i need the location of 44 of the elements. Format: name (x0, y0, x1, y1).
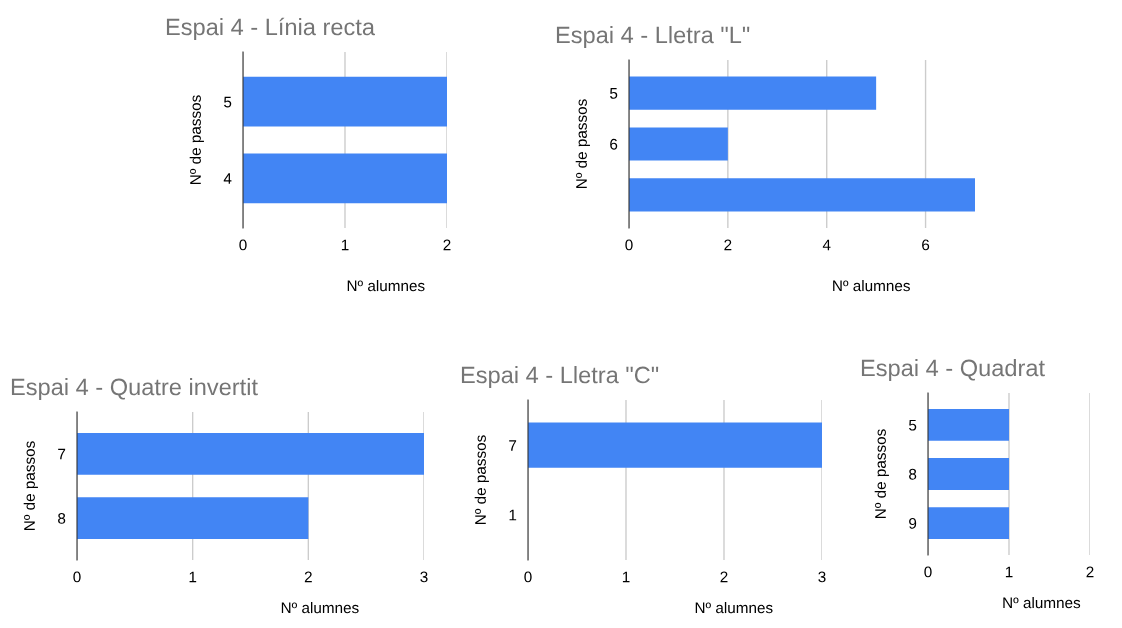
y-axis-title: Nº de passos (474, 435, 489, 524)
x-tick-label: 0 (924, 566, 932, 578)
chart-title: Espai 4 - Línia recta (166, 17, 375, 40)
x-tick-label: 2 (443, 239, 451, 251)
y-tick-label: 8 (909, 468, 917, 480)
x-axis-title: Nº alumnes (281, 602, 359, 614)
bar (629, 127, 728, 161)
y-axis-title: Nº de passos (575, 99, 590, 188)
x-axis-title: Nº alumnes (347, 280, 425, 292)
x-tick-label: 1 (1005, 566, 1013, 578)
x-tick-label: 1 (341, 239, 349, 251)
y-tick-label: 8 (58, 513, 66, 524)
bar (629, 178, 975, 212)
x-tick-label: 0 (73, 571, 81, 583)
x-tick-label: 0 (524, 571, 532, 583)
x-tick-label: 3 (818, 571, 826, 583)
chart-title: Espai 4 - Quatre invertit (11, 377, 258, 400)
x-axis-title: Nº alumnes (695, 602, 773, 614)
x-tick-label: 3 (420, 571, 428, 583)
chart-title: Espai 4 - Quadrat (861, 358, 1045, 381)
y-tick-label: 5 (909, 419, 917, 431)
x-tick-label: 0 (239, 239, 247, 251)
x-tick-label: 2 (724, 239, 732, 251)
y-axis-title: Nº de passos (189, 95, 204, 184)
y-tick-label: 5 (224, 96, 232, 108)
y-axis-title: Nº de passos (874, 429, 889, 518)
x-tick-label: 4 (822, 239, 831, 251)
x-axis-title: Nº alumnes (833, 280, 910, 292)
x-tick-label: 1 (189, 571, 197, 583)
chart-title: Espai 4 - Lletra "C" (461, 365, 659, 388)
bar (629, 76, 877, 110)
y-axis-title: Nº de passos (23, 441, 38, 530)
chart-title: Espai 4 - Lletra "L" (556, 25, 750, 48)
y-tick-label: 7 (509, 440, 517, 451)
x-tick-label: 2 (304, 571, 312, 583)
x-axis-title: Nº alumnes (1003, 597, 1081, 609)
x-tick-label: 6 (922, 239, 930, 251)
x-tick-label: 0 (625, 239, 633, 251)
y-tick-label: 9 (909, 517, 917, 529)
y-tick-label: 5 (610, 88, 618, 99)
x-tick-label: 1 (622, 571, 630, 583)
y-tick-label: 7 (58, 448, 66, 460)
x-tick-label: 2 (720, 571, 728, 583)
x-tick-label: 2 (1086, 566, 1094, 578)
